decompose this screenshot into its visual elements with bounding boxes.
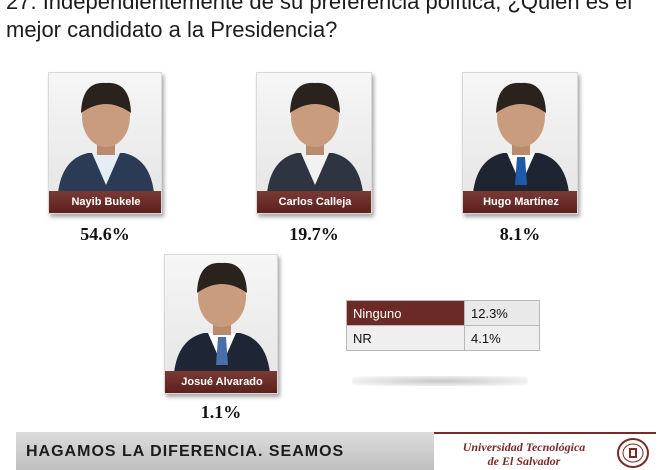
candidate-photo: Josué Alvarado (164, 254, 278, 394)
university-name-line2: de El Salvador (487, 454, 561, 468)
decorative-shadow (352, 376, 528, 386)
candidate-name: Hugo Martínez (463, 191, 577, 213)
candidate-portrait-icon (58, 82, 154, 193)
candidate-percentage: 19.7% (289, 224, 339, 244)
slogan-text: HAGAMOS LA DIFERENCIA. SEAMOS MEJORES. (16, 432, 434, 470)
response-label: Ninguno (346, 300, 465, 326)
response-label: NR (346, 325, 465, 351)
candidate-photo: Carlos Calleja (256, 72, 372, 214)
university-name-line1: Universidad Tecnológica (462, 440, 586, 454)
candidate-portrait-icon (267, 82, 363, 193)
table-row: NR 4.1% (346, 325, 540, 351)
response-value: 4.1% (464, 325, 540, 351)
response-value: 12.3% (464, 300, 540, 326)
candidate-name: Carlos Calleja (257, 191, 371, 213)
question-title: 27. Independientemente de su preferencia… (6, 0, 633, 42)
university-logo: Universidad Tecnológica de El Salvador (434, 432, 656, 470)
candidate-portrait-icon (174, 262, 270, 373)
university-seal-icon (617, 438, 649, 468)
candidate-percentage: 8.1% (499, 224, 541, 244)
candidate-percentage: 1.1% (200, 402, 242, 422)
candidate-name: Nayib Bukele (49, 191, 161, 213)
university-name: Universidad Tecnológica de El Salvador (440, 440, 608, 468)
footer-banner: HAGAMOS LA DIFERENCIA. SEAMOS MEJORES. U… (16, 432, 656, 470)
candidate-percentage: 54.6% (80, 224, 130, 244)
candidate-photo: Hugo Martínez (462, 72, 578, 214)
table-row: Ninguno 12.3% (346, 300, 540, 326)
candidate-portrait-icon (473, 82, 569, 193)
other-responses-table: Ninguno 12.3% NR 4.1% (346, 300, 540, 351)
candidate-photo: Nayib Bukele (48, 72, 162, 214)
candidate-name: Josué Alvarado (165, 371, 277, 393)
